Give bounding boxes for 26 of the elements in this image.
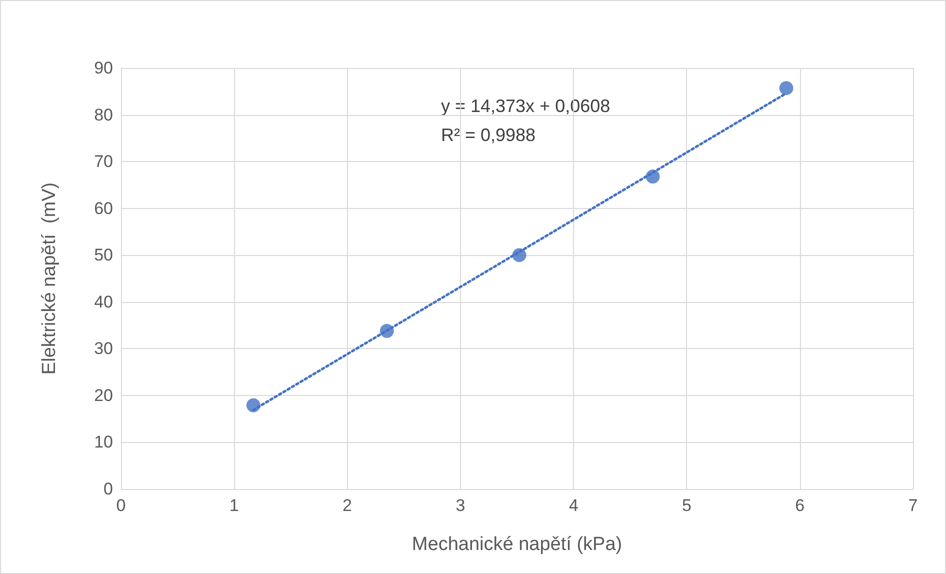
y-tick-label: 40	[94, 292, 113, 312]
y-tick-label: 20	[94, 386, 113, 405]
x-tick-label: 3	[456, 496, 466, 515]
y-tick-label: 0	[104, 480, 113, 498]
y-axis-title: Elektrické napětí (mV)	[39, 182, 60, 375]
x-tick-label: 2	[342, 496, 352, 515]
y-tick-label: 90	[94, 58, 113, 78]
x-tick-label: 1	[229, 496, 239, 515]
point	[512, 248, 526, 262]
x-tick-label: 6	[795, 496, 805, 515]
x-tick-label: 0	[116, 496, 126, 515]
x-axis-title: Mechanické napětí (kPa)	[412, 534, 622, 555]
point	[246, 398, 260, 412]
y-tick-label: 10	[94, 432, 113, 452]
x-tick-label: 5	[682, 496, 692, 515]
point	[646, 170, 660, 184]
y-tick-label: 60	[94, 198, 113, 218]
annotation: R² = 0,9988	[441, 125, 536, 145]
y-tick-label: 80	[94, 105, 113, 124]
point	[380, 324, 394, 338]
x-tick-label: 7	[908, 496, 918, 515]
y-tick-label: 30	[94, 339, 113, 358]
point	[779, 81, 794, 96]
x-tick-label: 4	[568, 496, 578, 515]
y-tick-label: 50	[94, 246, 113, 265]
y-tick-label: 70	[94, 152, 113, 172]
